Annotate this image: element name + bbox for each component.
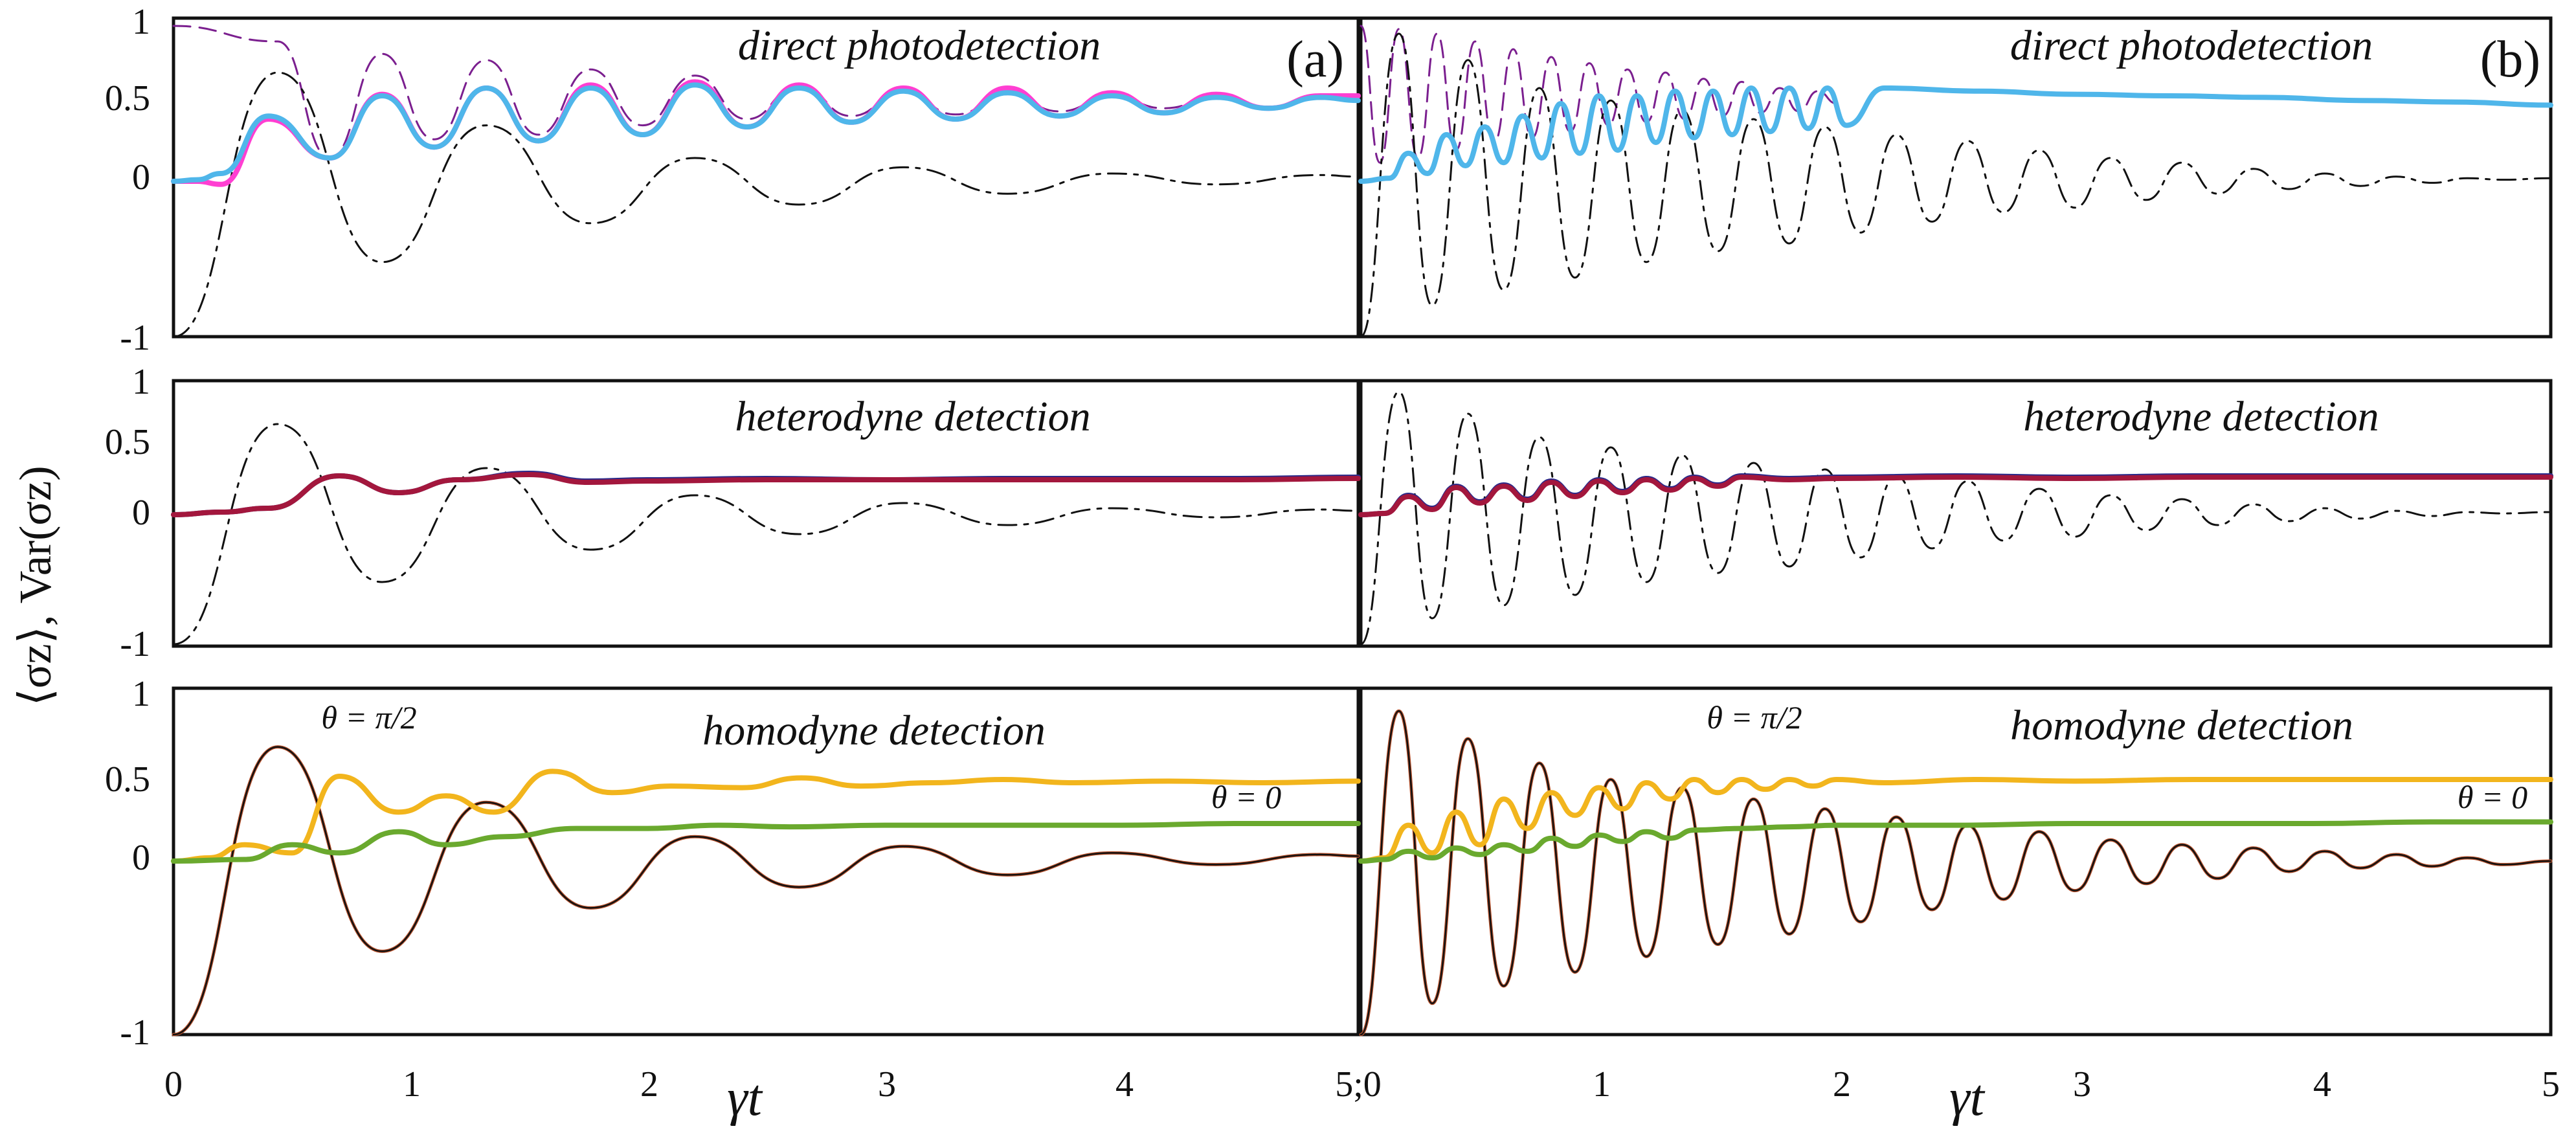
panel-title: homodyne detection — [702, 707, 1046, 754]
x-tick-label: 0 — [164, 1064, 183, 1105]
series-line-trajectory — [1358, 85, 2553, 184]
series-line--2 — [171, 768, 1361, 864]
y-tick-label: -1 — [120, 1013, 150, 1053]
plot-area-heterodyne-b — [1358, 390, 2553, 645]
plot-area-heterodyne-a — [171, 423, 1361, 645]
y-tick-label: 0 — [132, 838, 150, 878]
annotation-theta-0: θ = 0 — [2458, 779, 2527, 815]
annotation-theta-pi-2: θ = π/2 — [321, 699, 416, 735]
y-tick-label: 0.5 — [105, 78, 150, 118]
plot-area-homodyne-a — [171, 745, 1361, 1037]
x-axis-label-left: γt — [727, 1070, 763, 1127]
y-tick-label: 0.5 — [105, 759, 150, 800]
x-tick-label: 3 — [878, 1064, 896, 1105]
series-line--0 — [1358, 819, 2553, 864]
series-line-variance — [172, 25, 1360, 159]
y-tick-label: 1 — [132, 2, 150, 42]
panel-tag: (b) — [2480, 31, 2540, 88]
series-line-mean — [1360, 390, 2552, 645]
x-tick-label: 5;0 — [1335, 1064, 1382, 1105]
series-line--0 — [171, 820, 1361, 864]
panel-title: direct photodetection — [2010, 22, 2373, 69]
x-tick-label: 1 — [403, 1064, 421, 1105]
series-line-mean — [172, 423, 1360, 645]
y-tick-label: -1 — [120, 624, 150, 664]
plot-area-direct-b — [1358, 25, 2553, 338]
series-line-mean — [172, 746, 1360, 1036]
x-axis-label-right: γt — [1949, 1070, 1986, 1127]
y-tick-label: 0.5 — [105, 422, 150, 462]
x-tick-label: 5 — [2542, 1064, 2560, 1105]
x-tick-label: 4 — [2313, 1064, 2331, 1105]
x-tick-label: 2 — [640, 1064, 658, 1105]
series-line-trajectory — [171, 472, 1361, 517]
panel-title: heterodyne detection — [735, 393, 1090, 440]
series-line-mean — [1360, 32, 2552, 338]
panel-frame-homodyne-b — [1359, 686, 2553, 1037]
plot-area-homodyne-b — [1358, 709, 2553, 1037]
y-axis-label: ⟨σz⟩, Var(σz) — [11, 466, 61, 706]
x-tick-label: 1 — [1593, 1064, 1611, 1105]
y-tick-label: 1 — [132, 674, 150, 714]
y-tick-label: 0 — [132, 157, 150, 197]
y-tick-label: 0 — [132, 493, 150, 533]
series-line-trajectory — [1358, 474, 2553, 517]
panel-title: heterodyne detection — [2023, 393, 2379, 440]
x-tick-label: 2 — [1833, 1064, 1851, 1105]
panel-title: homodyne detection — [2010, 702, 2353, 749]
annotation-theta-pi-2: θ = π/2 — [1707, 699, 1802, 735]
series-line-trajectory — [171, 82, 1361, 184]
x-tick-label: 3 — [2073, 1064, 2091, 1105]
y-tick-label: 1 — [132, 362, 150, 402]
x-tick-label: 4 — [1115, 1064, 1134, 1105]
series-line-mean — [172, 745, 1360, 1037]
series-line-mean — [1359, 709, 2553, 1037]
series-line-mean — [1360, 710, 2552, 1036]
series-line-mean — [172, 71, 1360, 338]
annotation-theta-0: θ = 0 — [1211, 779, 1281, 815]
plot-area-direct-a — [171, 25, 1361, 338]
panel-title: direct photodetection — [738, 22, 1101, 69]
panel-tag: (a) — [1286, 31, 1344, 88]
y-tick-label: -1 — [120, 318, 150, 358]
series-line--2 — [1358, 776, 2553, 864]
